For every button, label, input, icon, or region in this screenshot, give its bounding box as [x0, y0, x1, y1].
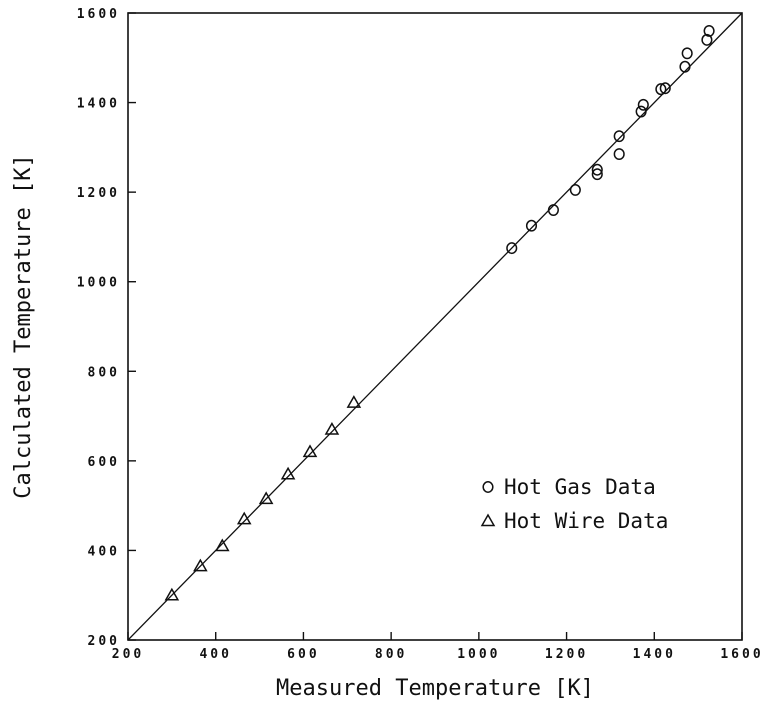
x-tick-label: 200 — [112, 647, 144, 662]
hot-gas-point — [569, 183, 581, 196]
x-tick-label: 1400 — [633, 647, 676, 662]
hot-gas-series — [506, 24, 715, 255]
legend-label: Hot Gas Data — [504, 475, 656, 499]
hot-wire-point — [302, 444, 318, 458]
y-tick-label: 1600 — [77, 7, 120, 22]
y-tick-label: 1400 — [77, 97, 120, 112]
y-tick-label: 600 — [88, 455, 120, 470]
plot-frame — [127, 12, 743, 641]
hot-wire-point — [280, 466, 296, 480]
hot-gas-point — [547, 204, 559, 217]
legend-label: Hot Wire Data — [504, 509, 668, 533]
hot-gas-point — [635, 105, 647, 118]
hot-wire-point — [346, 395, 362, 408]
y-tick-label: 1000 — [77, 276, 120, 291]
data-markers — [164, 24, 715, 601]
x-tick-label: 800 — [375, 647, 407, 662]
identity-reference-line-group — [127, 12, 743, 641]
hot-wire-point — [236, 511, 252, 525]
x-tick-label: 400 — [199, 647, 231, 662]
legend-triangle-icon — [480, 513, 496, 527]
y-tick-label: 400 — [88, 544, 120, 559]
identity-line — [127, 12, 743, 641]
hot-gas-point — [659, 82, 671, 95]
hot-gas-point — [613, 130, 625, 143]
hot-gas-point — [506, 242, 518, 255]
hot-wire-point — [193, 558, 208, 572]
hot-gas-point — [681, 47, 693, 60]
x-tick-label: 1000 — [457, 647, 500, 662]
x-tick-label: 600 — [287, 647, 319, 662]
hot-wire-point — [258, 491, 274, 505]
plot-border — [127, 12, 743, 641]
hot-wire-series — [164, 395, 362, 601]
hot-gas-point — [613, 148, 625, 161]
y-tick-label: 800 — [88, 365, 120, 380]
hot-gas-point — [591, 168, 603, 181]
hot-gas-point — [703, 24, 715, 37]
hot-gas-point — [591, 163, 603, 176]
y-tick-label: 1200 — [77, 186, 120, 201]
y-axis-ticks: 200 400 600 800 1000 1200 1400 1600 — [77, 7, 136, 649]
hot-wire-point — [324, 421, 340, 435]
x-tick-label: 1200 — [545, 647, 588, 662]
hot-gas-point — [679, 60, 691, 73]
y-axis-title: Calculated Temperature [K] — [11, 154, 36, 498]
legend-circle-icon — [482, 481, 494, 493]
hot-gas-point — [655, 83, 667, 96]
x-tick-label: 1600 — [720, 647, 763, 662]
legend: Hot Gas Data Hot Wire Data — [480, 475, 668, 533]
y-tick-label: 200 — [88, 634, 120, 649]
hot-gas-point — [637, 98, 649, 111]
x-axis-ticks: 200 400 600 800 1000 1200 1400 1600 — [112, 632, 763, 662]
hot-wire-point — [215, 538, 230, 552]
hot-wire-point — [164, 587, 180, 601]
hot-gas-point — [525, 219, 538, 232]
x-axis-title: Measured Temperature [K] — [276, 676, 594, 701]
